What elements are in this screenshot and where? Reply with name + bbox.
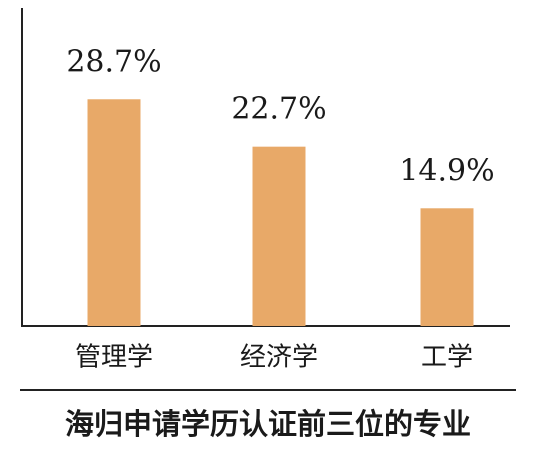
value-label: 28.7% [66, 44, 161, 79]
value-label: 14.9% [399, 153, 494, 188]
x-tick-label: 工学 [421, 343, 473, 373]
x-tick-label: 管理学 [75, 343, 153, 373]
value-label: 22.7% [231, 92, 326, 127]
bar [252, 146, 306, 326]
bar [87, 99, 141, 327]
bar [420, 208, 474, 326]
x-tick-label: 经济学 [240, 343, 318, 373]
chart-title: 海归申请学历认证前三位的专业 [65, 407, 471, 441]
